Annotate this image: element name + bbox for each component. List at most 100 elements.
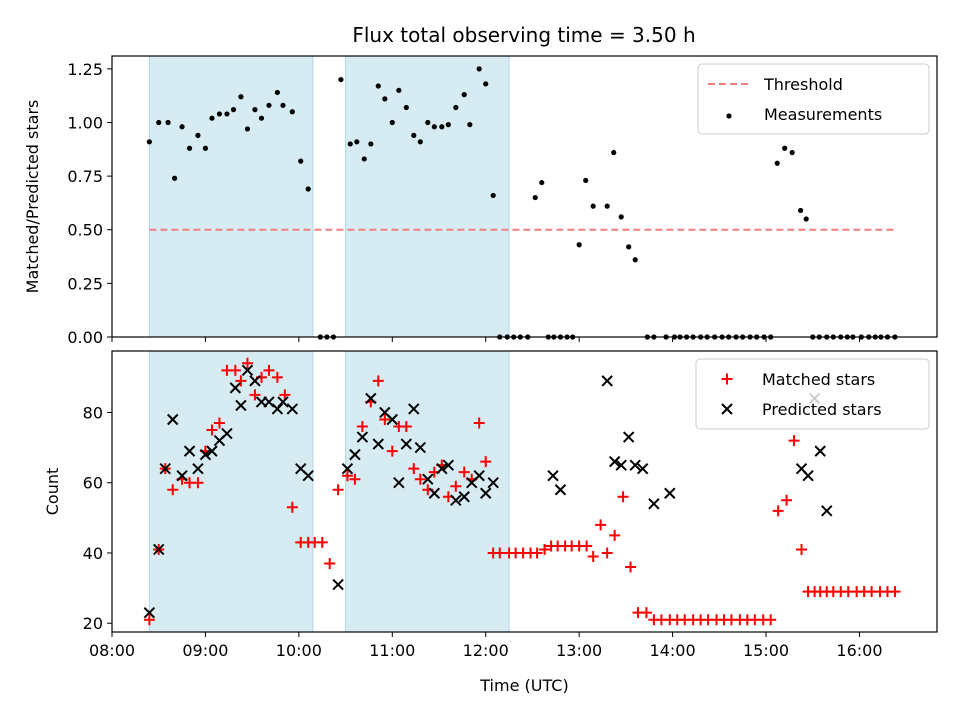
predicted-star-point: [554, 484, 567, 496]
predicted-star-point: [302, 469, 314, 482]
matched-star-point: [349, 473, 361, 485]
predicted-star-point: [229, 382, 242, 394]
measurement-point: [632, 257, 638, 263]
matched-star-point: [609, 529, 621, 541]
measurement-point: [389, 119, 395, 126]
measurement-point: [230, 107, 237, 113]
predicted-star-point: [622, 431, 635, 443]
predicted-star-point: [547, 469, 559, 482]
matched-star-point: [539, 543, 551, 555]
y-tick-label: 60: [83, 474, 103, 493]
predicted-star-point: [286, 403, 299, 415]
matched-star-point: [772, 505, 784, 517]
predicted-star-point: [400, 438, 413, 450]
predicted-star-point: [249, 375, 261, 387]
x-tick-label: 13:00: [556, 641, 602, 660]
matched-star-point: [450, 480, 462, 492]
measurement-point: [425, 119, 431, 126]
matched-star-point: [796, 543, 808, 555]
x-axis-label: Time (UTC): [479, 676, 568, 695]
x-tick-label: 14:00: [650, 641, 696, 660]
predicted-star-point: [365, 392, 377, 405]
measurement-point: [209, 115, 215, 121]
predicted-star-point: [349, 448, 361, 461]
predicted-star-point: [408, 403, 420, 415]
predicted-star-point: [199, 448, 212, 461]
measurement-point: [782, 145, 788, 151]
x-tick-label: 12:00: [463, 641, 509, 660]
measurement-point: [375, 83, 381, 89]
matched-star-point: [143, 614, 155, 626]
legend: Matched stars Predicted stars: [695, 358, 930, 430]
matched-star-point: [408, 463, 420, 475]
measurement-point: [604, 203, 610, 209]
y-tick-label: 40: [83, 544, 103, 563]
y-axis-label: Count: [43, 468, 62, 516]
measurement-point: [532, 194, 538, 201]
predicted-star-point: [821, 505, 833, 517]
measurement-point: [368, 141, 374, 147]
measurement-point: [244, 126, 251, 132]
measurement-point: [590, 203, 596, 209]
predicted-star-point: [332, 578, 344, 591]
matched-star-point: [229, 364, 241, 376]
predicted-star-point: [636, 462, 649, 475]
measurement-point: [165, 119, 171, 126]
predicted-star-point: [802, 469, 814, 482]
matched-star-point: [192, 477, 204, 489]
measurement-point: [626, 244, 632, 250]
top-axes-frame: [111, 55, 938, 338]
predicted-star-point: [648, 498, 660, 510]
figure-title: Flux total observing time = 3.50 h: [352, 23, 695, 47]
measurement-point: [483, 81, 489, 87]
measurement-point: [453, 104, 459, 111]
matched-star-point: [458, 466, 470, 478]
measurement-point: [396, 87, 402, 93]
matched-star-point: [587, 550, 599, 562]
measurement-point: [618, 214, 624, 220]
shaded-span: [345, 55, 510, 338]
matched-star-point: [332, 484, 344, 496]
matched-star-point: [372, 375, 384, 387]
y-tick-label: 80: [83, 403, 103, 422]
measurement-point: [417, 139, 423, 145]
matched-star-point: [316, 536, 328, 548]
measurement-point: [461, 92, 467, 98]
predicted-star-point: [615, 459, 627, 471]
measurement-point: [439, 124, 445, 130]
predicted-star-point: [450, 494, 462, 506]
y-tick-label: 0.50: [67, 221, 103, 240]
predicted-star-point: [436, 462, 448, 475]
predicted-star-point: [372, 438, 384, 450]
matched-star-point: [494, 547, 506, 559]
matched-star-point: [379, 413, 391, 425]
measurement-point: [539, 179, 545, 186]
predicted-star-point: [167, 413, 179, 426]
predicted-star-point: [629, 459, 641, 471]
measurement-point: [216, 111, 223, 117]
matched-star-point: [241, 357, 253, 369]
matched-star-point: [640, 607, 652, 619]
x-tick-label: 11:00: [369, 641, 415, 660]
measurement-point: [490, 192, 496, 199]
legend-label: Matched stars: [762, 370, 875, 389]
matched-star-point: [625, 561, 637, 573]
x-tick-label: 08:00: [89, 641, 135, 660]
matched-star-point: [601, 547, 613, 559]
measurement-point: [298, 158, 304, 164]
legend-label: Measurements: [764, 105, 882, 124]
matched-star-point: [531, 547, 543, 559]
matched-star-point: [286, 501, 298, 513]
matched-star-point: [788, 435, 800, 447]
legend-matched-swatch: [721, 373, 733, 385]
y-tick-label: 20: [83, 614, 103, 633]
matched-star-point: [595, 519, 607, 531]
matched-star-point: [271, 371, 283, 383]
legend: Threshold Measurements: [697, 63, 930, 135]
matched-star-point: [414, 473, 426, 485]
matched-star-point: [167, 484, 179, 496]
predicted-star-point: [442, 459, 455, 471]
legend-measurement-swatch: [726, 113, 732, 119]
predicted-star-point: [356, 431, 369, 443]
